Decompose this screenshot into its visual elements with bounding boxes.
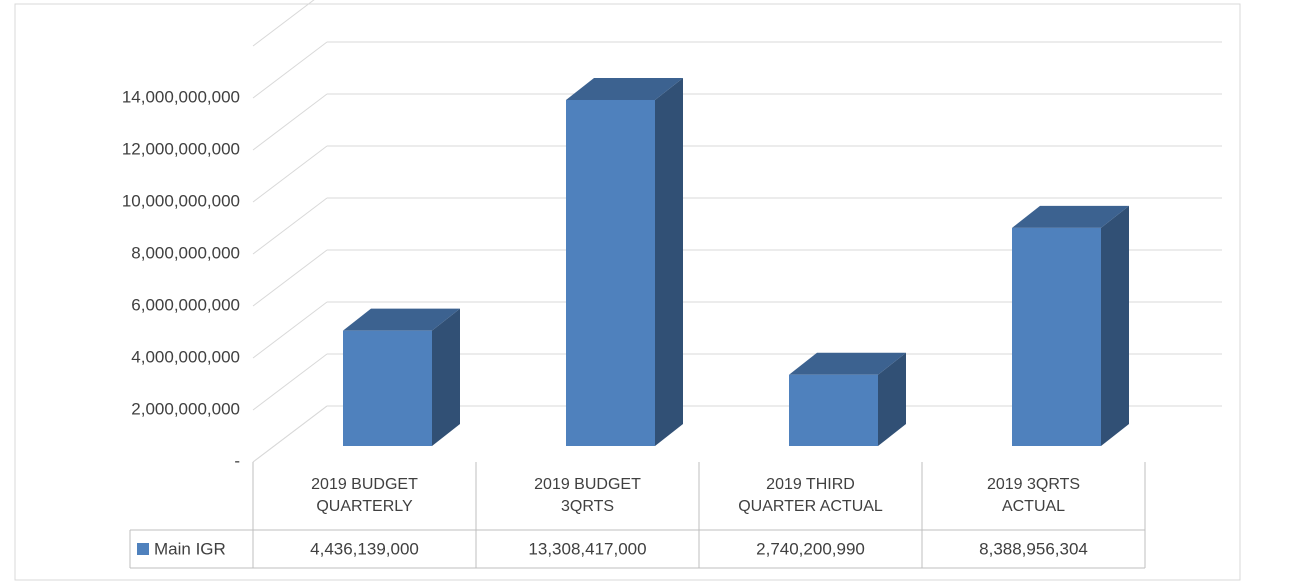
x-tick-label: 2019 3QRTS ACTUAL bbox=[986, 476, 1081, 515]
data-label: 13,308,417,000 bbox=[528, 539, 646, 558]
bar bbox=[789, 374, 878, 446]
y-tick-label: - bbox=[234, 451, 240, 470]
bar bbox=[1012, 227, 1101, 446]
x-tick-label: 2019 BUDGET 3QRTS bbox=[534, 476, 641, 515]
legend-label: Main IGR bbox=[154, 539, 226, 558]
x-tick-label-box: 2019 3QRTS ACTUAL bbox=[986, 476, 1081, 515]
bar bbox=[343, 330, 432, 446]
y-tick-label: 14,000,000,000 bbox=[122, 87, 240, 106]
y-tick-label: 2,000,000,000 bbox=[131, 399, 240, 418]
y-tick-label: 6,000,000,000 bbox=[131, 295, 240, 314]
grid-line bbox=[252, 145, 328, 203]
grid-line bbox=[252, 93, 328, 151]
bar-top bbox=[1012, 205, 1129, 228]
y-tick-label: 10,000,000,000 bbox=[122, 191, 240, 210]
x-tick-label-box: 2019 BUDGET 3QRTS bbox=[534, 476, 641, 515]
data-label: 2,740,200,990 bbox=[756, 539, 865, 558]
x-tick-label: 2019 BUDGET QUARTERLY bbox=[311, 476, 418, 515]
x-tick-label: 2019 THIRD QUARTER ACTUAL bbox=[738, 476, 883, 515]
data-label: 8,388,956,304 bbox=[979, 539, 1088, 558]
grid-line bbox=[252, 301, 328, 359]
y-tick-label: 4,000,000,000 bbox=[131, 347, 240, 366]
x-tick-label-box: 2019 THIRD QUARTER ACTUAL bbox=[738, 476, 883, 515]
grid-line bbox=[252, 197, 328, 255]
grid-line bbox=[252, 249, 328, 307]
axis-line bbox=[252, 405, 328, 463]
bar-top bbox=[343, 308, 460, 331]
bar-side bbox=[655, 77, 683, 447]
bar-side bbox=[432, 308, 460, 446]
y-tick-label: 12,000,000,000 bbox=[122, 139, 240, 158]
bar-top bbox=[566, 77, 683, 100]
grid-line bbox=[252, 353, 328, 411]
bar-side bbox=[1101, 205, 1129, 446]
bar bbox=[566, 99, 655, 447]
grid-line bbox=[252, 41, 328, 99]
x-tick-label-box: 2019 BUDGET QUARTERLY bbox=[311, 476, 418, 515]
bar-side bbox=[878, 352, 906, 446]
y-tick-label: 8,000,000,000 bbox=[131, 243, 240, 262]
chart-border bbox=[14, 3, 1241, 581]
data-label: 4,436,139,000 bbox=[310, 539, 419, 558]
bar-top bbox=[789, 352, 906, 375]
grid-line bbox=[252, 0, 315, 47]
legend-swatch bbox=[137, 543, 149, 555]
